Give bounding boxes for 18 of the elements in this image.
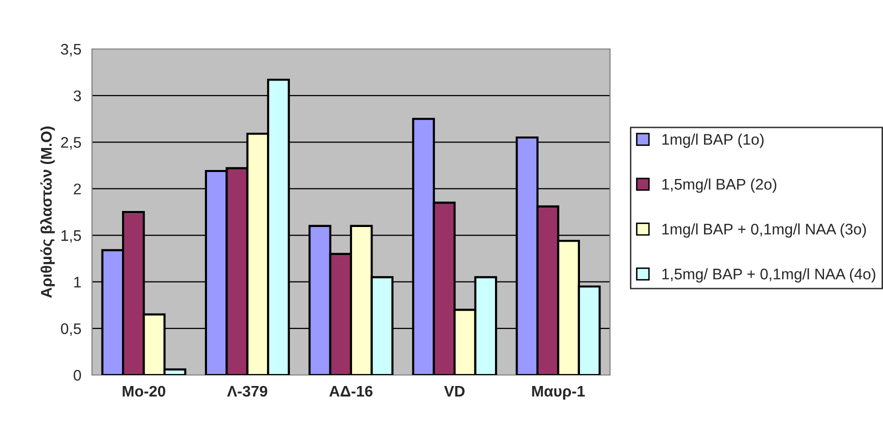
legend-label: 1mg/l BAP (1o) [662, 134, 764, 148]
x-tick-label: Μαυρ-1 [532, 386, 585, 400]
y-tick-label: 1,5 [62, 230, 81, 243]
x-tick-label: Mo-20 [122, 386, 166, 397]
y-axis-title: Αριθμός βλαστών (Μ.Ο) [40, 126, 55, 298]
y-tick-label: 3 [74, 90, 81, 102]
x-tick-label: Λ-379 [227, 386, 268, 397]
x-tick-label: ΑΔ-16 [329, 386, 372, 397]
y-tick-label: 1 [74, 276, 81, 288]
y-tick-label: 2 [74, 184, 81, 194]
legend-label: 1,5mg/l BAP (2o) [662, 178, 776, 193]
legend-label: 1,5mg/ BAP + 0,1mg/l NAA (4o) [662, 268, 876, 282]
legend-label: 1mg/l BAP + 0,1mg/l NAA (3o) [662, 223, 866, 238]
y-tick-label: 2,5 [61, 137, 81, 150]
y-tick-label: 3,5 [60, 44, 81, 56]
x-tick-label: VD [444, 386, 465, 396]
y-tick-label: 0,5 [60, 323, 81, 336]
y-tick-label: 0 [74, 370, 81, 381]
